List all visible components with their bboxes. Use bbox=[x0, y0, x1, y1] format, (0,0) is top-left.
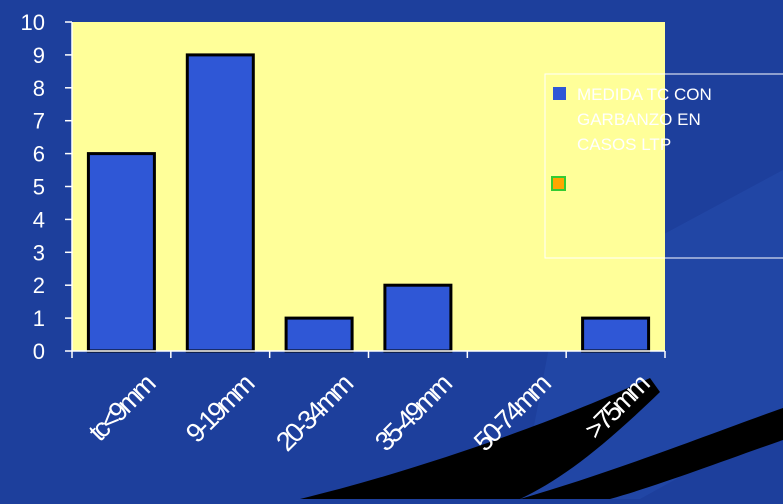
legend-label-series-1: MEDIDA TC CON bbox=[577, 85, 712, 104]
legend-swatch-series-1 bbox=[553, 87, 566, 100]
y-tick-label: 10 bbox=[21, 10, 45, 35]
y-tick-label: 1 bbox=[33, 306, 45, 331]
bar-tc-9mm bbox=[86, 152, 156, 353]
y-tick-label: 6 bbox=[33, 142, 45, 167]
y-tick-label: 8 bbox=[33, 76, 45, 101]
bar-35-49mm bbox=[383, 283, 453, 353]
y-tick-label: 7 bbox=[33, 109, 45, 134]
bar-9-19mm bbox=[185, 53, 255, 353]
y-tick-label: 0 bbox=[33, 339, 45, 364]
decorative-slash-upper bbox=[300, 378, 660, 499]
y-tick-label: 4 bbox=[33, 207, 45, 232]
legend-label-series-1: CASOS LTP bbox=[577, 135, 671, 154]
plot-area bbox=[72, 22, 665, 351]
legend-label-series-1: GARBANZO EN bbox=[577, 110, 701, 129]
y-tick-label: 5 bbox=[33, 175, 45, 200]
legend-swatch-series-2 bbox=[551, 176, 566, 191]
legend-box bbox=[544, 73, 783, 259]
decorative-slash-lower bbox=[520, 408, 783, 499]
bar-20-34mm bbox=[284, 316, 354, 353]
y-tick-label: 2 bbox=[33, 273, 45, 298]
y-tick-label: 9 bbox=[33, 43, 45, 68]
bar--75mm bbox=[581, 316, 651, 353]
y-tick-label: 3 bbox=[33, 240, 45, 265]
